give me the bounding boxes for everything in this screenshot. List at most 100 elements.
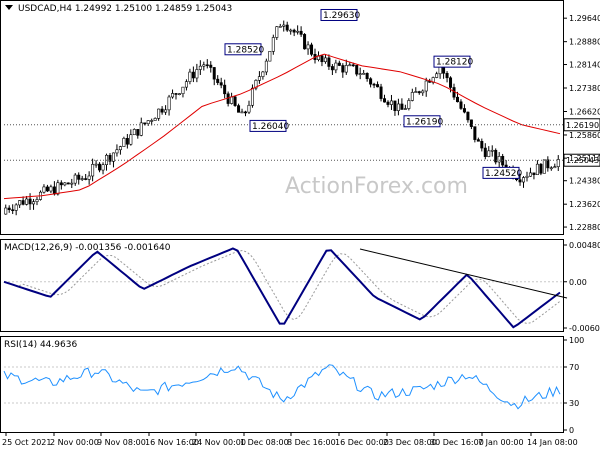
candle-body — [549, 167, 553, 170]
candle-body — [320, 55, 324, 63]
candle-body — [91, 164, 95, 177]
candle-body — [383, 98, 387, 103]
candle-body — [396, 103, 400, 111]
candle-body — [393, 100, 397, 111]
title-arrow-icon — [5, 5, 13, 10]
candle-body — [115, 149, 119, 154]
candle-body — [389, 100, 393, 105]
price-tick-label: 1.24380 — [569, 177, 600, 186]
candle-body — [522, 177, 526, 183]
price-callout: 1.29630 — [323, 11, 360, 21]
candle-body — [77, 174, 81, 180]
candle-body — [449, 77, 453, 88]
level-label: 1.25043 — [566, 156, 599, 165]
candle-body — [341, 65, 345, 73]
rsi-panel-frame — [0, 336, 564, 433]
candle-body — [358, 73, 362, 75]
macd-signal-line — [3, 249, 561, 325]
candle-body — [410, 92, 414, 101]
candle-body — [417, 91, 421, 94]
candle-body — [63, 182, 67, 186]
x-tick-label: 2 Nov 00:00 — [50, 438, 99, 447]
candle-body — [494, 149, 498, 163]
candle-body — [164, 109, 168, 113]
candle-body — [487, 150, 491, 157]
candle-body — [403, 108, 407, 110]
candle-body — [129, 134, 133, 145]
candle-body — [323, 57, 327, 63]
candle-body — [539, 163, 543, 174]
candle-body — [66, 182, 70, 185]
macd-trend-line — [359, 248, 568, 299]
candle-body — [35, 199, 39, 203]
price-callout: 1.26040 — [252, 122, 289, 132]
candle-body — [59, 182, 63, 186]
candle-body — [80, 178, 84, 180]
candle-body — [303, 34, 307, 50]
candle-body — [240, 111, 244, 114]
price-tick-label: 1.26620 — [569, 107, 600, 116]
candle-body — [330, 66, 334, 71]
candle-body — [73, 174, 77, 184]
candle-body — [476, 139, 480, 142]
candle-body — [264, 60, 268, 73]
price-tick-label: 1.25110 — [569, 154, 600, 163]
candle-body — [344, 65, 348, 73]
candle-body — [108, 154, 112, 162]
candle-body — [52, 186, 56, 195]
candle-body — [473, 126, 477, 140]
candle-body — [348, 64, 352, 67]
price-callout-box — [224, 43, 262, 56]
x-tick-label: 1 Dec 08:00 — [240, 438, 289, 447]
macd-line — [3, 247, 561, 329]
candle-body — [351, 64, 355, 67]
candle-body — [469, 119, 473, 127]
x-tick-label: 30 Dec 16:00 — [430, 438, 484, 447]
candle-body — [490, 149, 494, 152]
candle-body — [292, 29, 296, 33]
candle-body — [247, 104, 251, 113]
rsi-axis: 100 70 30 0 — [564, 336, 584, 435]
candle-body — [181, 86, 185, 94]
candle-body — [191, 71, 195, 79]
candle-body — [553, 166, 557, 169]
x-tick-label: 25 Oct 2021 — [2, 438, 51, 447]
candle-body — [525, 175, 529, 178]
candle-body — [14, 204, 18, 211]
macd-panel-frame — [0, 239, 564, 332]
candle-body — [459, 101, 463, 109]
candle-body — [56, 182, 60, 195]
candle-body — [306, 44, 310, 50]
rsi-tick-label: 30 — [569, 399, 579, 408]
candle-body — [223, 84, 227, 95]
candle-body — [160, 108, 164, 113]
candle-body — [202, 64, 206, 67]
candle-body — [556, 159, 560, 167]
price-markers: 1.26190 1.25043 — [4, 118, 600, 167]
candle-body — [369, 78, 373, 85]
level-label-box — [563, 118, 600, 132]
candle-body — [400, 103, 404, 110]
macd-axis: 0.004809 0.00 -0.00605 — [564, 241, 600, 333]
candle-body — [275, 26, 279, 38]
candle-body — [542, 159, 546, 174]
candle-body — [445, 72, 449, 79]
candle-body — [455, 96, 459, 103]
candle-body — [118, 146, 122, 151]
candle-body — [532, 172, 536, 176]
candle-body — [216, 78, 220, 83]
candle-body — [18, 200, 22, 206]
candle-body — [435, 73, 439, 78]
x-tick-label: 8 Dec 16:00 — [287, 438, 336, 447]
candle-body — [143, 122, 147, 125]
candle-body — [254, 80, 258, 89]
candle-body — [11, 209, 15, 212]
candle-body — [167, 96, 171, 111]
callouts: 1.28520 1.29630 1.28120 1.26040 1.26190 1.245… — [224, 8, 522, 179]
candle-body — [45, 186, 49, 192]
candle-body — [139, 122, 143, 136]
candle-body — [49, 186, 53, 192]
candle-body — [296, 30, 300, 33]
candle-body — [122, 138, 126, 147]
